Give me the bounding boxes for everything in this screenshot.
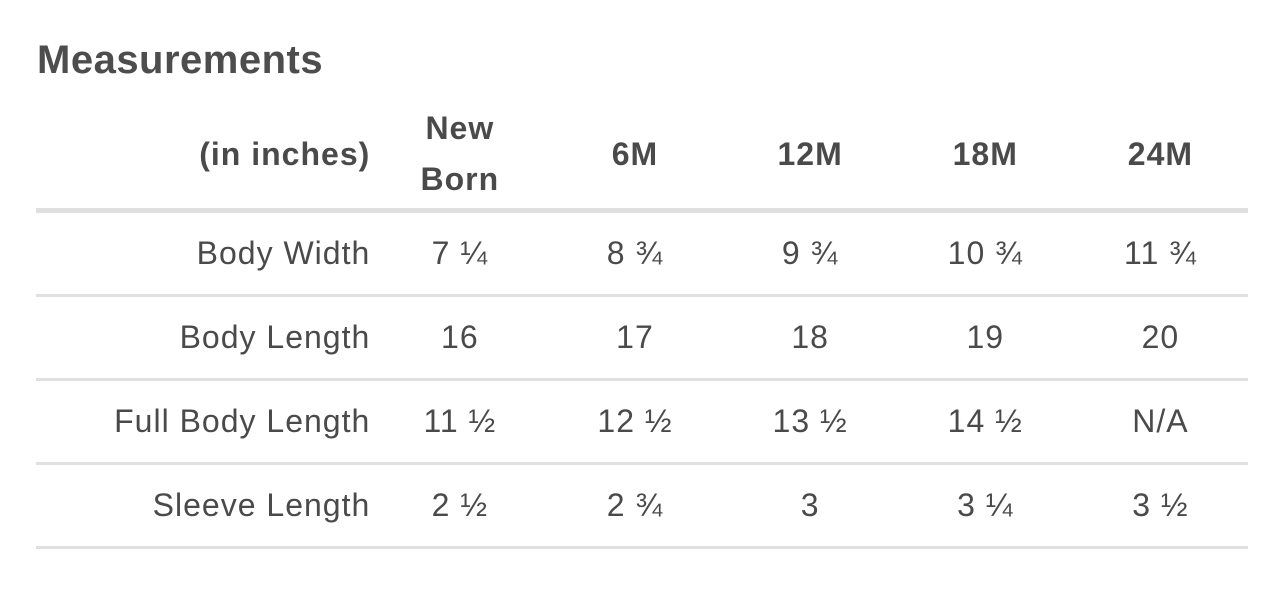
column-header-newborn: New Born <box>372 100 548 213</box>
column-header-24m: 24M <box>1072 100 1248 213</box>
table-cell: 13 ½ <box>722 379 898 465</box>
table-cell: 9 ¾ <box>722 210 898 297</box>
row-label: Sleeve Length <box>36 463 373 549</box>
table-row: Body Width 7 ¼ 8 ¾ 9 ¾ 10 ¾ 11 ¾ <box>36 210 1248 297</box>
table-cell: 3 <box>722 463 898 549</box>
unit-header: (in inches) <box>36 100 373 213</box>
table-cell: 14 ½ <box>897 379 1073 465</box>
column-header-6m: 6M <box>547 100 723 213</box>
table-row: Body Length 16 17 18 19 20 <box>36 295 1248 381</box>
table-cell: 16 <box>372 295 548 381</box>
table-row: Sleeve Length 2 ½ 2 ¾ 3 3 ¼ 3 ½ <box>36 463 1248 549</box>
table-cell: 18 <box>722 295 898 381</box>
table-cell: 3 ¼ <box>897 463 1073 549</box>
table-cell: 10 ¾ <box>897 210 1073 297</box>
column-header-18m: 18M <box>897 100 1073 213</box>
row-label: Full Body Length <box>36 379 373 465</box>
table-cell: 12 ½ <box>547 379 723 465</box>
table-cell: 2 ¾ <box>547 463 723 549</box>
table-cell: 8 ¾ <box>547 210 723 297</box>
table-cell: N/A <box>1072 379 1248 465</box>
table-cell: 20 <box>1072 295 1248 381</box>
table-cell: 17 <box>547 295 723 381</box>
page-title: Measurements <box>37 38 324 82</box>
measurements-table: (in inches) New Born 6M 12M 18M 24M Body… <box>36 100 1248 549</box>
column-header-12m: 12M <box>722 100 898 213</box>
table-cell: 3 ½ <box>1072 463 1248 549</box>
table-row: Full Body Length 11 ½ 12 ½ 13 ½ 14 ½ N/A <box>36 379 1248 465</box>
table-cell: 11 ½ <box>372 379 548 465</box>
table-cell: 7 ¼ <box>372 210 548 297</box>
table-cell: 19 <box>897 295 1073 381</box>
row-label: Body Width <box>36 210 373 297</box>
row-label: Body Length <box>36 295 373 381</box>
table-header-row: (in inches) New Born 6M 12M 18M 24M <box>36 100 1248 213</box>
table-cell: 2 ½ <box>372 463 548 549</box>
table-cell: 11 ¾ <box>1072 210 1248 297</box>
